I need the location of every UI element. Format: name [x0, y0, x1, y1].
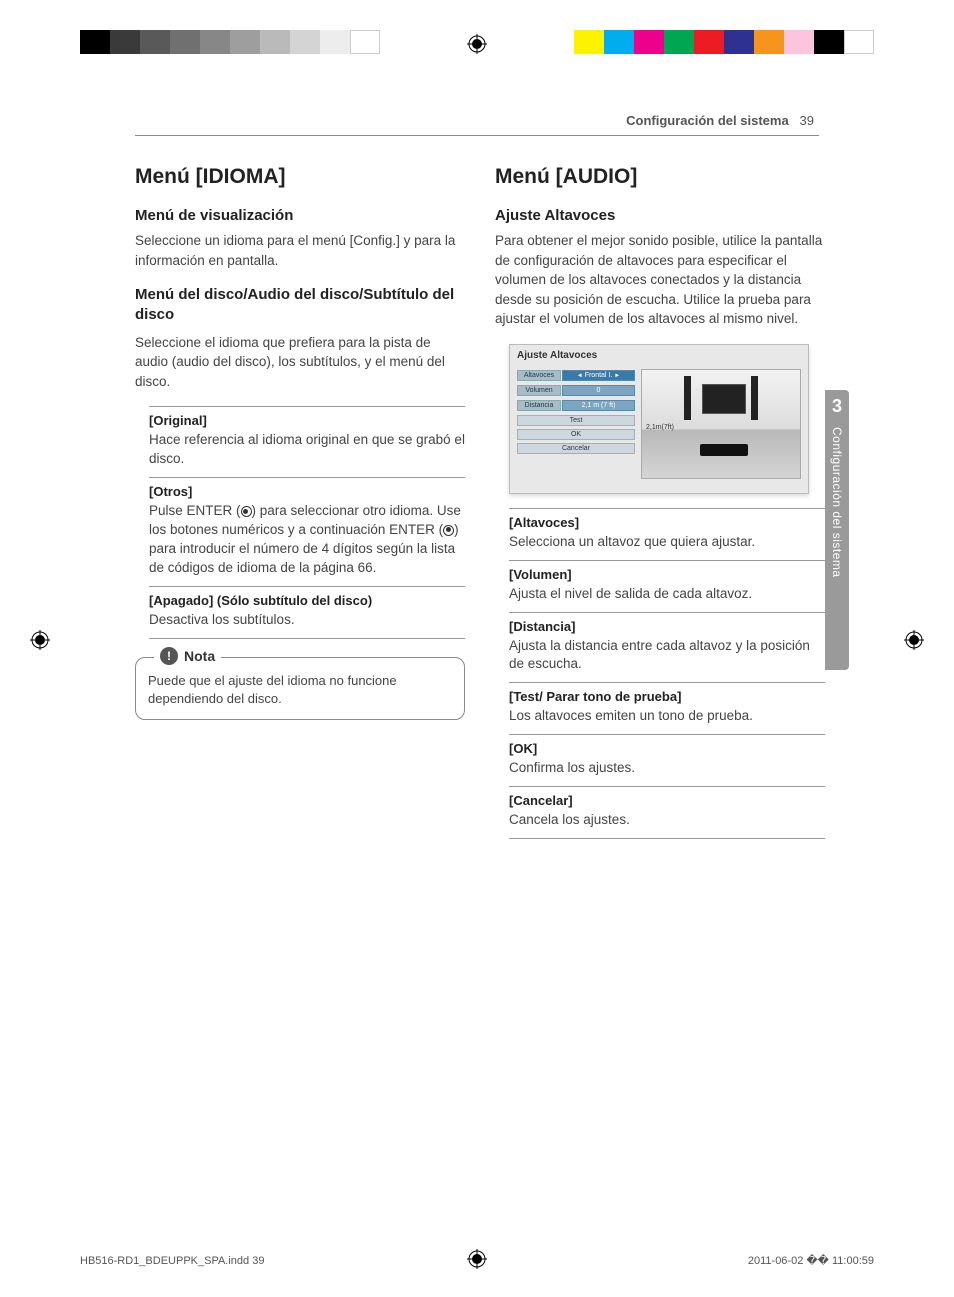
h2-menu-disco: Menú del disco/Audio del disco/Subtítulo… — [135, 285, 465, 326]
list-item: [Volumen] Ajusta el nivel de salida de ca… — [509, 560, 825, 612]
def-term: [Distancia] — [509, 619, 825, 634]
def-desc: Confirma los ajustes. — [509, 759, 825, 778]
enter-icon — [241, 506, 252, 517]
side-tab: 3 Configuración del sistema — [825, 390, 849, 670]
footer-date: 2011-06-02 �� 11:00:59 — [748, 1254, 874, 1267]
def-desc: Ajusta la distancia entre cada altavoz y… — [509, 637, 825, 675]
figure-key: Distancia — [517, 400, 561, 411]
colorbar-left — [80, 30, 380, 54]
p-visualizacion: Seleccione un idioma para el menú [Confi… — [135, 231, 465, 270]
chapter-title: Configuración del sistema — [830, 427, 844, 578]
distance-label: 2,1m(7ft) — [646, 424, 674, 431]
colorbar-right — [574, 30, 874, 54]
header-rule — [135, 135, 819, 136]
h1-idioma: Menú [IDIOMA] — [135, 165, 465, 189]
def-term: [Otros] — [149, 484, 465, 499]
list-item: [Cancelar] Cancela los ajustes. — [509, 786, 825, 839]
figure-menu: Altavoces◄ Frontal I. ► Volumen0 Distanc… — [517, 369, 635, 454]
def-term: [Altavoces] — [509, 515, 825, 530]
def-term: [OK] — [509, 741, 825, 756]
speaker-right-icon — [751, 376, 758, 420]
regmark-right — [904, 630, 924, 650]
def-term: [Test/ Parar tono de prueba] — [509, 689, 825, 704]
figure-val: 0 — [562, 385, 635, 396]
list-item: [Otros] Pulse ENTER () para seleccionar … — [149, 477, 465, 586]
figure-row: Distancia2,1 m (7 ft) — [517, 399, 635, 412]
note-text: Puede que el ajuste del idioma no funcio… — [148, 672, 452, 710]
def-term: [Original] — [149, 413, 465, 428]
header-page: 39 — [800, 113, 814, 128]
info-icon: ! — [160, 647, 178, 665]
figure-btn: Cancelar — [517, 443, 635, 454]
def-term: [Apagado] (Sólo subtítulo del disco) — [149, 593, 465, 608]
figure-val: ◄ Frontal I. ► — [562, 370, 635, 381]
figure-key: Altavoces — [517, 370, 561, 381]
p-ajuste-altavoces: Para obtener el mejor sonido posible, ut… — [495, 231, 825, 329]
p-menu-disco: Seleccione el idioma que prefiera para l… — [135, 333, 465, 392]
def-desc: Desactiva los subtítulos. — [149, 611, 465, 630]
regmark-top — [467, 34, 487, 54]
list-item: [Altavoces] Selecciona un altavoz que qui… — [509, 508, 825, 560]
enter-icon — [443, 525, 454, 536]
def-desc: Pulse ENTER () para seleccionar otro idi… — [149, 502, 465, 578]
def-desc: Ajusta el nivel de salida de cada altavo… — [509, 585, 825, 604]
regmark-left — [30, 630, 50, 650]
figure-preview: 2,1m(7ft) — [641, 369, 801, 479]
footer-file: HB516-RD1_BDEUPPK_SPA.indd 39 — [80, 1255, 264, 1267]
column-left: Menú [IDIOMA] Menú de visualización Sele… — [135, 165, 465, 839]
note-label: ! Nota — [154, 647, 221, 665]
print-footer: HB516-RD1_BDEUPPK_SPA.indd 39 2011-06-02… — [80, 1254, 874, 1267]
list-item: [Distancia] Ajusta la distancia entre cad… — [509, 612, 825, 683]
speaker-left-icon — [684, 376, 691, 420]
running-header: Configuración del sistema 39 — [626, 113, 814, 128]
figure-btn: Test — [517, 415, 635, 426]
def-desc: Hace referencia al idioma original en qu… — [149, 431, 465, 469]
deflist-audio: [Altavoces] Selecciona un altavoz que qui… — [509, 508, 825, 839]
h2-ajuste-altavoces: Ajuste Altavoces — [495, 207, 825, 224]
figure-row: Volumen0 — [517, 384, 635, 397]
list-item: [Original] Hace referencia al idioma ori… — [149, 406, 465, 477]
deflist-idioma: [Original] Hace referencia al idioma ori… — [149, 406, 465, 638]
column-right: Menú [AUDIO] Ajuste Altavoces Para obten… — [495, 165, 825, 839]
figure-val: 2,1 m (7 ft) — [562, 400, 635, 411]
def-desc: Cancela los ajustes. — [509, 811, 825, 830]
chapter-number: 3 — [832, 396, 842, 417]
amplifier-icon — [700, 444, 748, 456]
h1-audio: Menú [AUDIO] — [495, 165, 825, 189]
figure-key: Volumen — [517, 385, 561, 396]
figure-btn: OK — [517, 429, 635, 440]
speaker-setup-figure: Ajuste Altavoces Altavoces◄ Frontal I. ►… — [509, 344, 809, 494]
h2-menu-visualizacion: Menú de visualización — [135, 207, 465, 224]
note-box: ! Nota Puede que el ajuste del idioma no… — [135, 657, 465, 721]
figure-title: Ajuste Altavoces — [510, 345, 808, 366]
def-term: [Cancelar] — [509, 793, 825, 808]
def-desc: Los altavoces emiten un tono de prueba. — [509, 707, 825, 726]
list-item: [Test/ Parar tono de prueba] Los altavoce… — [509, 682, 825, 734]
list-item: [OK] Confirma los ajustes. — [509, 734, 825, 786]
header-section: Configuración del sistema — [626, 113, 789, 128]
note-label-text: Nota — [184, 648, 215, 664]
def-desc: Selecciona un altavoz que quiera ajustar… — [509, 533, 825, 552]
list-item: [Apagado] (Sólo subtítulo del disco) Des… — [149, 586, 465, 639]
figure-row: Altavoces◄ Frontal I. ► — [517, 369, 635, 382]
tv-icon — [702, 384, 746, 414]
def-term: [Volumen] — [509, 567, 825, 582]
